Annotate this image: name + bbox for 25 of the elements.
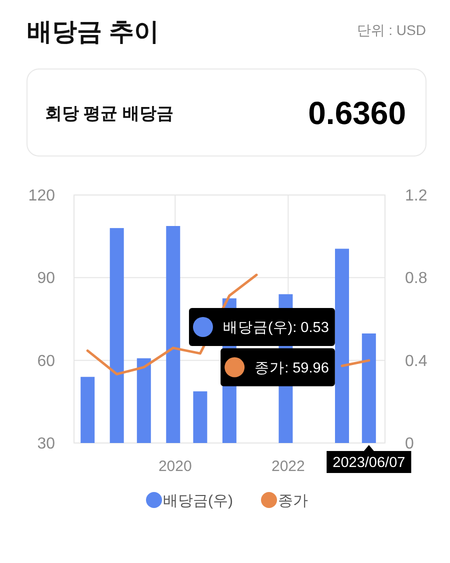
tooltip: 배당금(우): 0.53 종가: 59.96 (188, 308, 335, 386)
bar (335, 248, 350, 443)
x-tick-label: 2020 (158, 458, 192, 475)
y-tick-label: 90 (37, 270, 56, 288)
y-tick-label: 30 (37, 436, 56, 452)
x-tick-label: 2022 (272, 458, 305, 475)
bar (136, 358, 151, 443)
bar (80, 376, 95, 443)
y-tick-label: 120 (28, 188, 56, 204)
bar (110, 228, 124, 443)
y2-tick-label: 1.2 (405, 188, 428, 204)
y2-tick-label: 0.8 (405, 270, 428, 288)
legend-label: 배당금(우) (163, 492, 233, 510)
chart-title: 배당금 추이 (27, 18, 159, 46)
text: 회당 평균 배당금 (45, 104, 174, 123)
y-tick-label: 60 (37, 352, 56, 370)
y2-tick-label: 0.4 (405, 352, 428, 370)
annotation: 종가: 59.96 (254, 360, 329, 376)
bar (166, 226, 180, 443)
bar (362, 333, 376, 443)
text: 단위 : USD (356, 22, 426, 38)
text: 0.6360 (308, 95, 406, 131)
bar (193, 391, 208, 443)
annotation: 배당금(우): 0.53 (222, 320, 329, 336)
legend-label: 종가 (278, 492, 308, 510)
